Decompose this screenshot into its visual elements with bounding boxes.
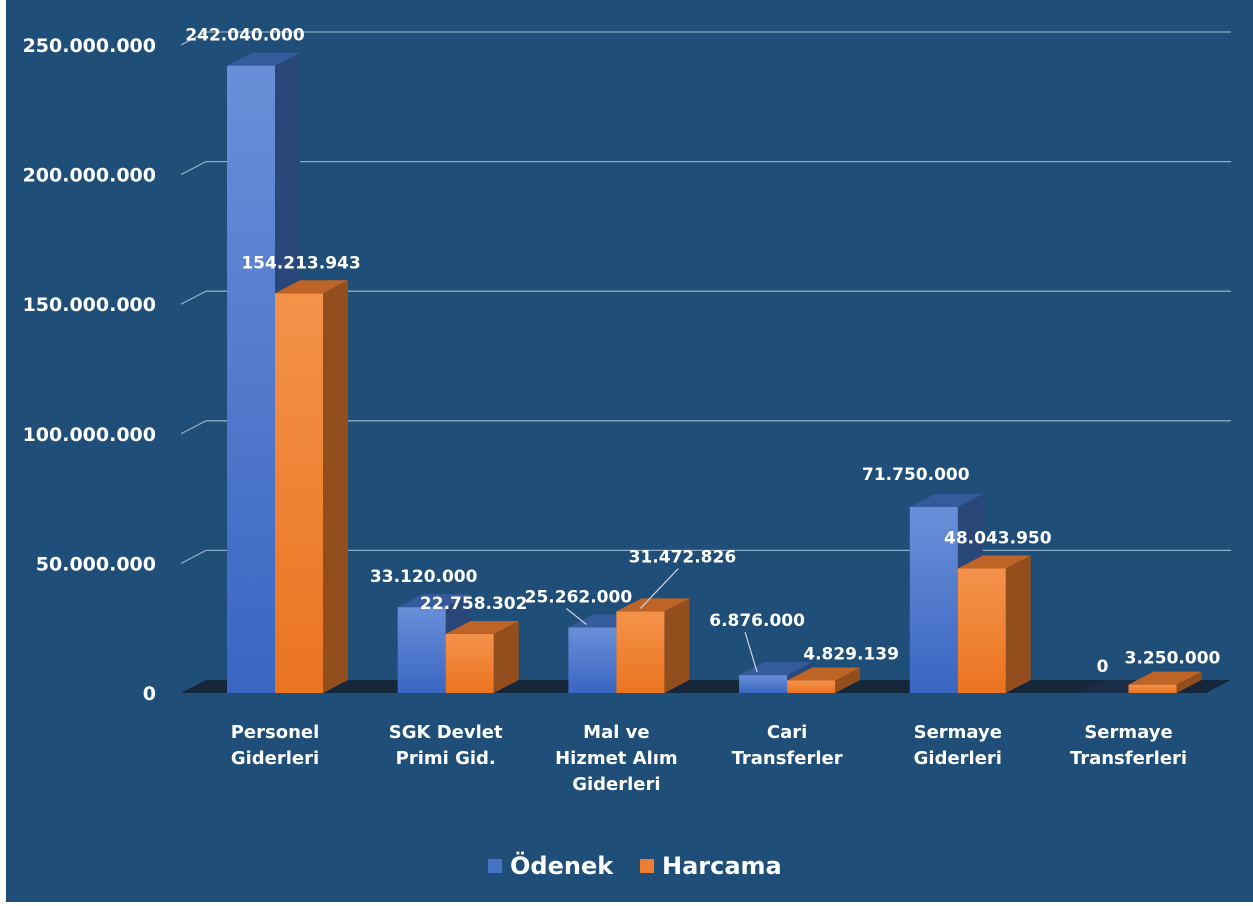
data-label: 33.120.000 (370, 567, 478, 587)
bar-side (835, 667, 861, 693)
data-label: 3.250.000 (1125, 649, 1221, 669)
gridline-diagonal (180, 290, 207, 305)
bar-chart: 0 50.000.000 100.000.000 150.000.000 200.000… (23, 26, 1231, 880)
bar-top (1128, 671, 1202, 685)
data-label: 48.043.950 (944, 528, 1052, 548)
x-category-label: Transferleri (1070, 748, 1187, 769)
data-label: 25.262.000 (525, 588, 633, 608)
bar-side (323, 280, 348, 693)
bar-side (664, 598, 690, 693)
x-category-label: Mal ve (583, 722, 649, 743)
bar-top (227, 52, 300, 66)
data-label: 4.829.139 (803, 644, 899, 664)
bar (909, 507, 958, 693)
y-tick-label: 50.000.000 (36, 553, 156, 575)
x-category-label: Primi Gid. (396, 748, 496, 769)
y-axis: 0 50.000.000 100.000.000 150.000.000 200.000… (23, 35, 156, 705)
data-label: 154.213.943 (241, 253, 360, 273)
x-category-label: Sermaye (914, 722, 1002, 743)
gridline-diagonal (180, 161, 207, 176)
bar (739, 675, 788, 693)
data-label: 6.876.000 (709, 611, 805, 631)
bar-top (616, 598, 690, 612)
data-label: 71.750.000 (862, 465, 970, 485)
data-label: 22.758.302 (420, 594, 528, 614)
x-category-label: SGK Devlet (389, 722, 503, 743)
bar (957, 568, 1006, 693)
x-category-label: Hizmet Alım (555, 748, 678, 769)
bar-side (1176, 671, 1202, 693)
gridline-diagonal (180, 31, 207, 46)
bars (227, 52, 1202, 693)
bar-top (787, 667, 861, 681)
legend-swatch (488, 859, 502, 873)
x-category-label: Giderleri (231, 748, 319, 769)
bar (397, 607, 446, 693)
legend-label: Harcama (662, 852, 782, 880)
bar-top (397, 594, 471, 608)
legend-swatch (640, 859, 654, 873)
x-category-label: Cari (767, 722, 807, 743)
bar (568, 627, 617, 693)
bar (616, 611, 665, 693)
y-tick-label: 150.000.000 (23, 294, 156, 316)
bar (227, 65, 275, 693)
x-axis: Personel Giderleri SGK Devlet Primi Gid. Mal… (231, 722, 1187, 795)
legend-label: Ödenek (510, 850, 614, 880)
bar-top (957, 555, 1031, 569)
label-leader-line (639, 568, 679, 609)
x-category-label: Personel (231, 722, 320, 743)
chart-area: 0 50.000.000 100.000.000 150.000.000 200.000… (6, 0, 1253, 902)
label-leader-line (744, 632, 758, 673)
legend: Ödenek Harcama (488, 850, 782, 880)
gridline-diagonal (180, 549, 207, 564)
y-tick-label: 250.000.000 (23, 35, 156, 57)
data-label: 31.472.826 (629, 547, 737, 567)
bar-top (445, 621, 519, 635)
bar (445, 634, 494, 693)
bar (275, 293, 323, 693)
data-labels: 242.040.000 154.213.943 33.120.000 22.758.3… (185, 26, 1220, 677)
x-category-label: Giderleri (572, 774, 660, 795)
x-category-label: Sermaye (1084, 722, 1172, 743)
bar-top (909, 494, 983, 508)
data-label: 0 (1097, 657, 1109, 677)
bar (1128, 684, 1177, 693)
bar (787, 680, 836, 693)
bar-side (1005, 555, 1031, 693)
y-tick-label: 200.000.000 (23, 165, 156, 187)
gridline-diagonal (180, 420, 207, 435)
label-leader-line (566, 608, 587, 625)
x-category-label: Giderleri (914, 748, 1002, 769)
bar-side (493, 621, 519, 693)
x-category-label: Transferler (732, 748, 843, 769)
y-tick-label: 0 (143, 683, 156, 705)
data-label: 242.040.000 (185, 26, 305, 46)
gridlines (180, 31, 1231, 564)
bar-top (275, 280, 348, 294)
y-tick-label: 100.000.000 (23, 424, 156, 446)
